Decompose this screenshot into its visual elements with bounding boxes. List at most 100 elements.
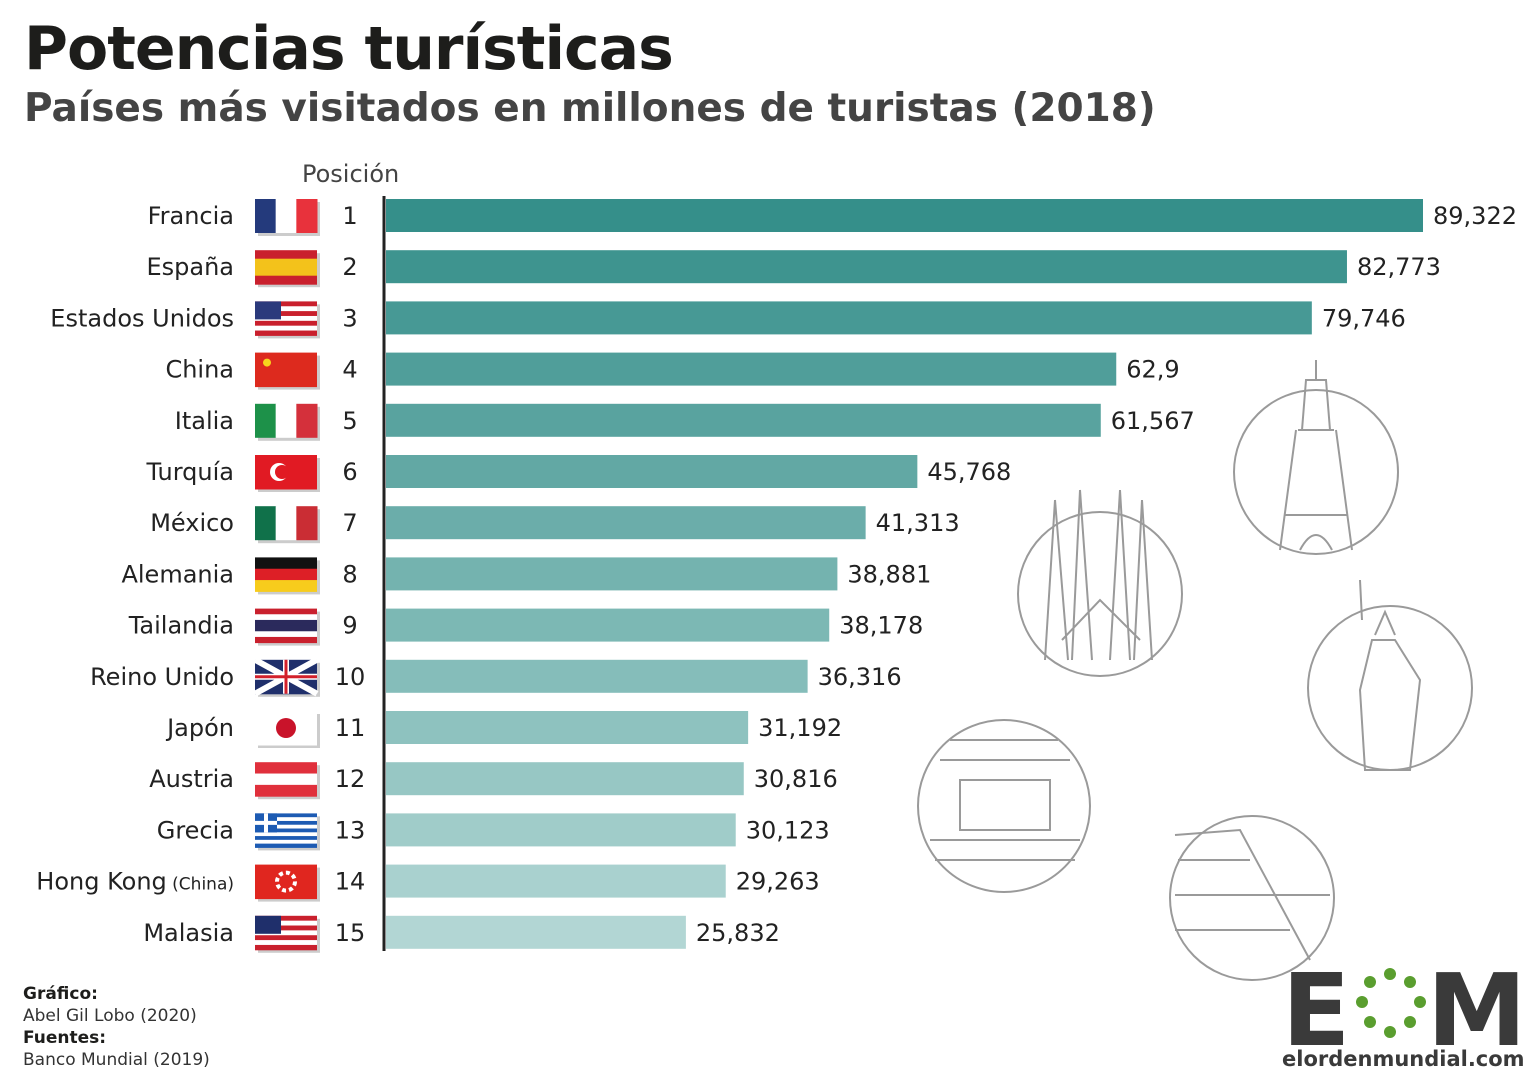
position-label: 13 [335,816,366,844]
position-label: 11 [335,714,366,742]
bar [386,403,1101,437]
category-note: (China) [167,875,234,895]
flag-japan-icon [255,711,320,748]
svg-text:M: M [1427,960,1522,1050]
bar [386,915,686,949]
forbidden-city-icon [917,719,1091,893]
logo-url: elordenmundial.com [1282,1047,1525,1071]
position-label: 1 [342,202,357,230]
chart-row: España 2 82,773 [146,250,1441,288]
flag-mexico-icon [255,506,320,544]
category-label: Alemania [121,560,234,588]
flag-usa-icon [255,301,320,339]
category-label: Malasia [143,919,234,947]
value-label: 45,768 [927,458,1011,486]
flag-france-icon [255,199,320,236]
bar [386,762,744,796]
value-label: 89,322 [1433,202,1517,230]
flag-turkey-icon [255,455,320,492]
credits: Gráfico: Abel Gil Lobo (2020) Fuentes: B… [23,983,210,1071]
value-label: 61,567 [1111,407,1195,435]
value-label: 30,123 [746,816,830,844]
chart-row: Estados Unidos 3 79,746 [50,301,1406,339]
flag-austria-icon [255,762,320,800]
chart-row: México 7 41,313 [150,506,960,544]
svg-text:E: E [1282,960,1350,1050]
page-subtitle: Países más visitados en millones de turi… [24,86,1156,131]
chart-row: Reino Unido 10 36,316 [90,657,902,697]
value-label: 38,178 [839,612,923,640]
bar [386,711,749,744]
chart-row: Hong Kong (China) 14 29,263 [36,864,820,902]
value-label: 36,316 [818,663,902,691]
value-label: 62,9 [1126,356,1179,384]
position-label: 7 [342,509,357,537]
bar [386,864,726,898]
chart-row: Malasia 15 25,832 [143,915,780,953]
chart-row: China 4 62,9 [165,352,1180,390]
category-label: Tailandia [128,612,234,640]
category-label: Italia [175,407,234,435]
bar [386,301,1312,335]
landmark-illustrations [917,360,1473,981]
position-label: 14 [335,868,366,896]
category-label: Grecia [157,816,234,844]
chart-row: Tailandia 9 38,178 [128,608,923,646]
category-label: Estados Unidos [50,304,234,332]
eom-logo: E M [1282,960,1522,1050]
page-title: Potencias turísticas [24,14,674,84]
graphic-author: Abel Gil Lobo (2020) [23,1006,197,1026]
position-header: Posición [302,160,400,188]
flag-spain-icon [255,250,320,288]
value-label: 30,816 [754,765,838,793]
bar [386,608,830,642]
chart-row: Japón 11 31,192 [165,711,842,748]
category-label: Austria [149,765,234,793]
bar [386,813,736,847]
value-label: 41,313 [876,509,960,537]
sagrada-familia-icon [1017,489,1183,677]
flag-malaysia-icon [255,915,320,953]
value-label: 25,832 [696,919,780,947]
category-label: China [165,356,234,384]
position-label: 12 [335,765,366,793]
category-label: Reino Unido [90,663,234,691]
chart-row: Austria 12 30,816 [149,762,838,800]
statue-of-liberty-icon [1307,579,1473,771]
category-label: Francia [148,202,234,230]
graphic-label: Gráfico: [23,984,98,1004]
value-label: 31,192 [758,714,842,742]
flag-uk-icon [253,657,320,697]
value-label: 82,773 [1357,253,1441,281]
chart-row: Turquía 6 45,768 [146,455,1011,492]
bar [386,199,1423,232]
flag-germany-icon [255,557,320,595]
bar [386,506,866,540]
position-label: 5 [342,407,357,435]
bar [386,557,838,591]
bar [386,659,808,693]
value-label: 29,263 [736,868,820,896]
position-label: 4 [342,356,357,384]
chart-row: Alemania 8 38,881 [121,557,931,595]
flag-italy-icon [255,403,320,441]
category-label: España [146,253,234,281]
position-label: 15 [335,919,366,947]
sources-text: Banco Mundial (2019) [23,1050,210,1070]
flag-greece-icon [255,813,320,851]
flag-china-icon [255,352,320,390]
chart-row: Grecia 13 30,123 [157,813,830,851]
bar [386,352,1117,386]
bar [386,455,918,488]
flag-thailand-icon [255,608,320,646]
category-label: Turquía [146,458,235,486]
position-label: 9 [342,612,357,640]
bar [386,250,1347,284]
chart-row: Italia 5 61,567 [175,403,1195,441]
chart-row: Francia 1 89,322 [148,199,1517,236]
position-label: 2 [342,253,357,281]
sources-label: Fuentes: [23,1028,107,1048]
eiffel-tower-icon [1233,360,1399,555]
